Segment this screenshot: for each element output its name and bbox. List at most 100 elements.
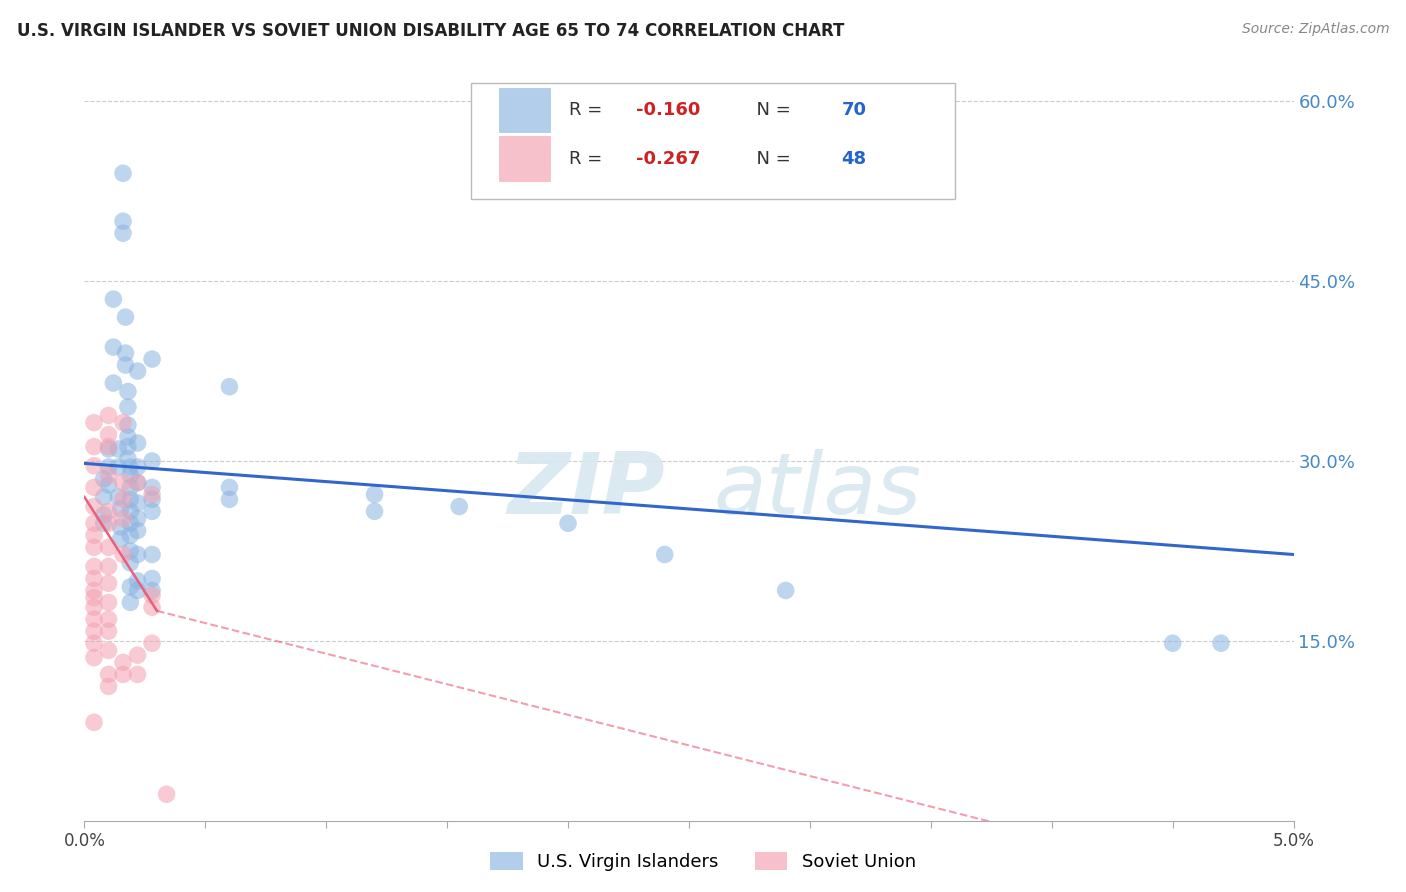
Point xyxy=(97,576,120,591)
Point xyxy=(120,504,142,518)
Point xyxy=(112,548,135,562)
Point xyxy=(218,492,240,507)
Point xyxy=(120,528,142,542)
Text: -0.160: -0.160 xyxy=(636,101,700,119)
Point xyxy=(97,612,120,626)
Point xyxy=(117,451,139,466)
Point xyxy=(120,468,142,483)
Point xyxy=(155,787,177,801)
Point xyxy=(83,559,105,574)
Point xyxy=(83,500,105,514)
Point xyxy=(83,600,105,615)
Point xyxy=(103,376,125,390)
Point xyxy=(114,310,136,325)
Point xyxy=(127,667,149,681)
Point xyxy=(141,454,163,468)
FancyBboxPatch shape xyxy=(471,83,955,199)
Point xyxy=(127,436,149,450)
Point xyxy=(83,416,105,430)
Point xyxy=(83,572,105,586)
Point xyxy=(654,548,676,562)
Point xyxy=(103,340,125,354)
Point xyxy=(97,679,120,693)
Point xyxy=(83,624,105,639)
Point xyxy=(83,458,105,473)
Point xyxy=(117,430,139,444)
Point xyxy=(141,600,163,615)
Point xyxy=(112,166,135,180)
Point xyxy=(112,475,135,490)
Text: R =: R = xyxy=(569,101,609,119)
Point xyxy=(97,559,120,574)
Point xyxy=(112,214,135,228)
Point xyxy=(117,384,139,399)
Text: U.S. VIRGIN ISLANDER VS SOVIET UNION DISABILITY AGE 65 TO 74 CORRELATION CHART: U.S. VIRGIN ISLANDER VS SOVIET UNION DIS… xyxy=(17,22,844,40)
Point xyxy=(93,508,115,522)
Point xyxy=(114,358,136,372)
Point xyxy=(83,715,105,730)
Point xyxy=(83,636,105,650)
Point xyxy=(97,504,120,518)
Text: ZIP: ZIP xyxy=(508,450,665,533)
Point xyxy=(127,574,149,588)
Point xyxy=(83,583,105,598)
Point xyxy=(120,480,142,494)
Point xyxy=(117,417,139,432)
Point xyxy=(141,492,163,507)
Text: atlas: atlas xyxy=(713,450,921,533)
Point xyxy=(141,636,163,650)
Point xyxy=(449,500,471,514)
Text: Source: ZipAtlas.com: Source: ZipAtlas.com xyxy=(1241,22,1389,37)
Point xyxy=(120,580,142,594)
Point xyxy=(83,528,105,542)
Point xyxy=(127,524,149,538)
Point xyxy=(97,478,120,492)
Point xyxy=(112,656,135,670)
Point xyxy=(141,588,163,602)
Point xyxy=(107,442,129,456)
Point xyxy=(120,544,142,558)
Point xyxy=(83,516,105,531)
Point xyxy=(120,516,142,531)
Point xyxy=(127,475,149,490)
Point xyxy=(363,504,385,518)
Point xyxy=(97,460,120,475)
Point xyxy=(97,643,120,657)
Point xyxy=(114,346,136,360)
Point xyxy=(97,667,120,681)
Point xyxy=(127,475,149,490)
Point xyxy=(141,572,163,586)
Point xyxy=(83,591,105,605)
Point xyxy=(83,440,105,454)
Point xyxy=(127,583,149,598)
Point xyxy=(97,624,120,639)
FancyBboxPatch shape xyxy=(499,136,550,180)
Point xyxy=(1161,636,1184,650)
Point xyxy=(97,440,120,454)
Point xyxy=(97,427,120,442)
Point xyxy=(112,511,135,525)
Legend: U.S. Virgin Islanders, Soviet Union: U.S. Virgin Islanders, Soviet Union xyxy=(484,845,922,879)
Point xyxy=(775,583,797,598)
Point xyxy=(141,583,163,598)
FancyBboxPatch shape xyxy=(499,87,550,132)
Point xyxy=(120,492,142,507)
Point xyxy=(127,648,149,663)
Point xyxy=(127,496,149,510)
Point xyxy=(110,520,132,534)
Point xyxy=(141,480,163,494)
Point xyxy=(97,442,120,456)
Point xyxy=(112,226,135,240)
Point xyxy=(97,516,120,531)
Point xyxy=(93,516,115,531)
Point xyxy=(127,511,149,525)
Point xyxy=(97,409,120,423)
Text: -0.267: -0.267 xyxy=(636,150,700,168)
Text: R =: R = xyxy=(569,150,609,168)
Point xyxy=(141,548,163,562)
Point xyxy=(363,487,385,501)
Point xyxy=(110,532,132,546)
Point xyxy=(112,492,135,507)
Point xyxy=(112,416,135,430)
Point xyxy=(117,400,139,414)
